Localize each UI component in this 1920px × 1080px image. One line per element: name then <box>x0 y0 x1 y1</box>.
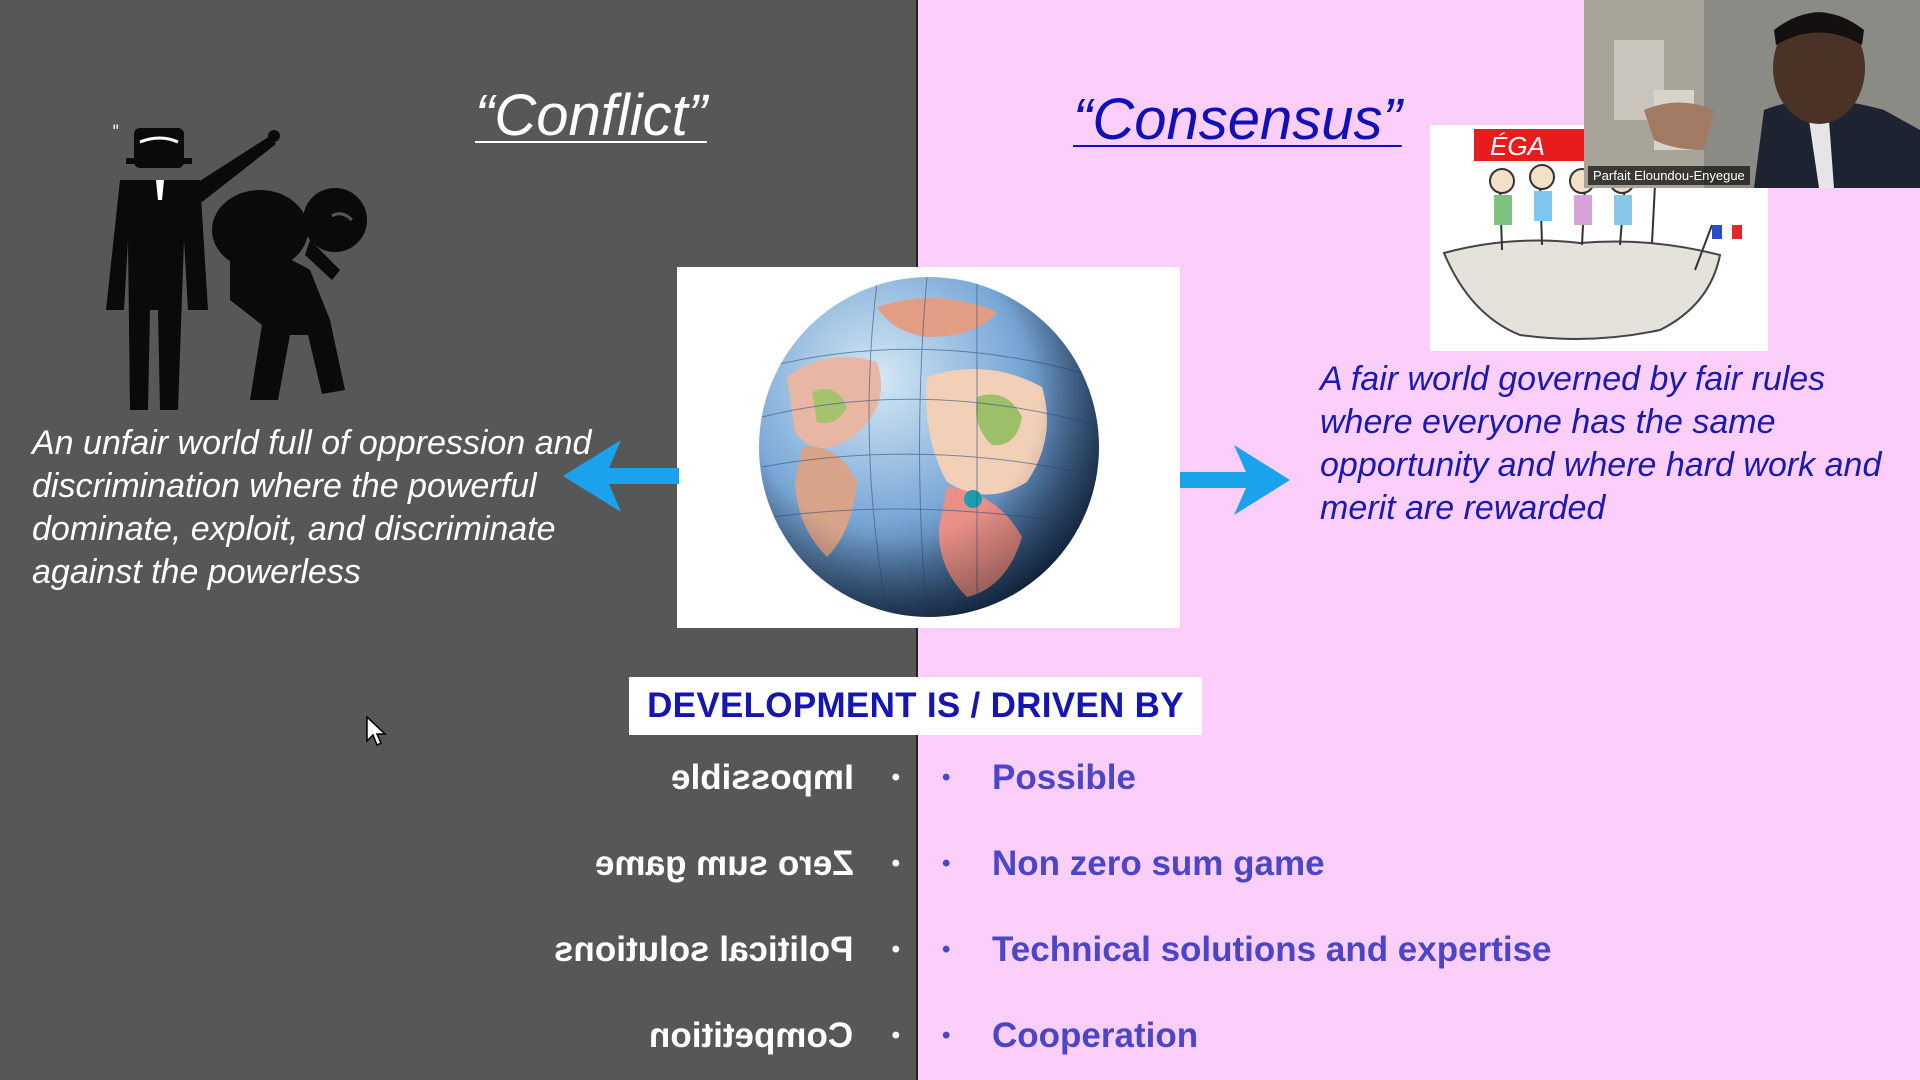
conflict-item-label: Political solutions <box>554 930 854 969</box>
bullet: • <box>942 936 951 963</box>
conflict-list-item: Political solutions • <box>554 920 900 980</box>
consensus-item-label: Technical solutions and expertise <box>992 930 1552 969</box>
bullet: • <box>891 936 900 963</box>
arrow-right-icon <box>1180 445 1290 520</box>
globe-icon <box>759 277 1099 617</box>
conflict-description: An unfair world full of oppression and d… <box>32 424 592 591</box>
conflict-list-item: Impossible • <box>671 748 900 808</box>
bullet: • <box>891 764 900 791</box>
bullet: • <box>942 1022 951 1049</box>
cartoon-image: ÉGA <box>1430 125 1768 351</box>
arrow-left-icon <box>563 440 679 517</box>
conflict-list-item: Zero sum game • <box>595 834 900 894</box>
bullet: • <box>942 764 951 791</box>
conflict-title: “Conflict” <box>475 83 708 148</box>
conflict-list-item: Competition • <box>649 1006 900 1066</box>
cartoon-sign-label: ÉGA <box>1490 131 1545 161</box>
development-label-box: DEVELOPMENT IS / DRIVEN BY <box>629 677 1202 735</box>
bullet: • <box>942 850 951 877</box>
consensus-list-item: • Possible <box>942 748 1136 808</box>
consensus-item-label: Non zero sum game <box>992 844 1325 883</box>
cartoon-sign <box>1474 129 1604 161</box>
oppression-figure-icon: " <box>100 120 380 420</box>
bullet: • <box>891 850 900 877</box>
bullet: • <box>891 1022 900 1049</box>
consensus-item-label: Cooperation <box>992 1016 1199 1055</box>
svg-text:": " <box>112 121 119 140</box>
consensus-list-item: • Non zero sum game <box>942 834 1325 894</box>
development-label: DEVELOPMENT IS / DRIVEN BY <box>647 686 1184 725</box>
conflict-item-label: Competition <box>649 1016 854 1055</box>
conflict-item-label: Zero sum game <box>594 844 854 883</box>
globe-image <box>677 267 1180 628</box>
conflict-item-label: Impossible <box>670 758 854 797</box>
consensus-list-item: • Technical solutions and expertise <box>942 920 1552 980</box>
consensus-list-item: • Cooperation <box>942 1006 1198 1066</box>
consensus-title: “Consensus” <box>1073 87 1402 152</box>
participant-name: Parfait Eloundou-Enyegue <box>1588 166 1750 185</box>
consensus-description: A fair world governed by fair rules wher… <box>1320 360 1882 527</box>
mouse-cursor-icon <box>366 715 388 753</box>
participant-video[interactable]: Parfait Eloundou-Enyegue <box>1584 0 1920 188</box>
consensus-item-label: Possible <box>992 758 1136 797</box>
